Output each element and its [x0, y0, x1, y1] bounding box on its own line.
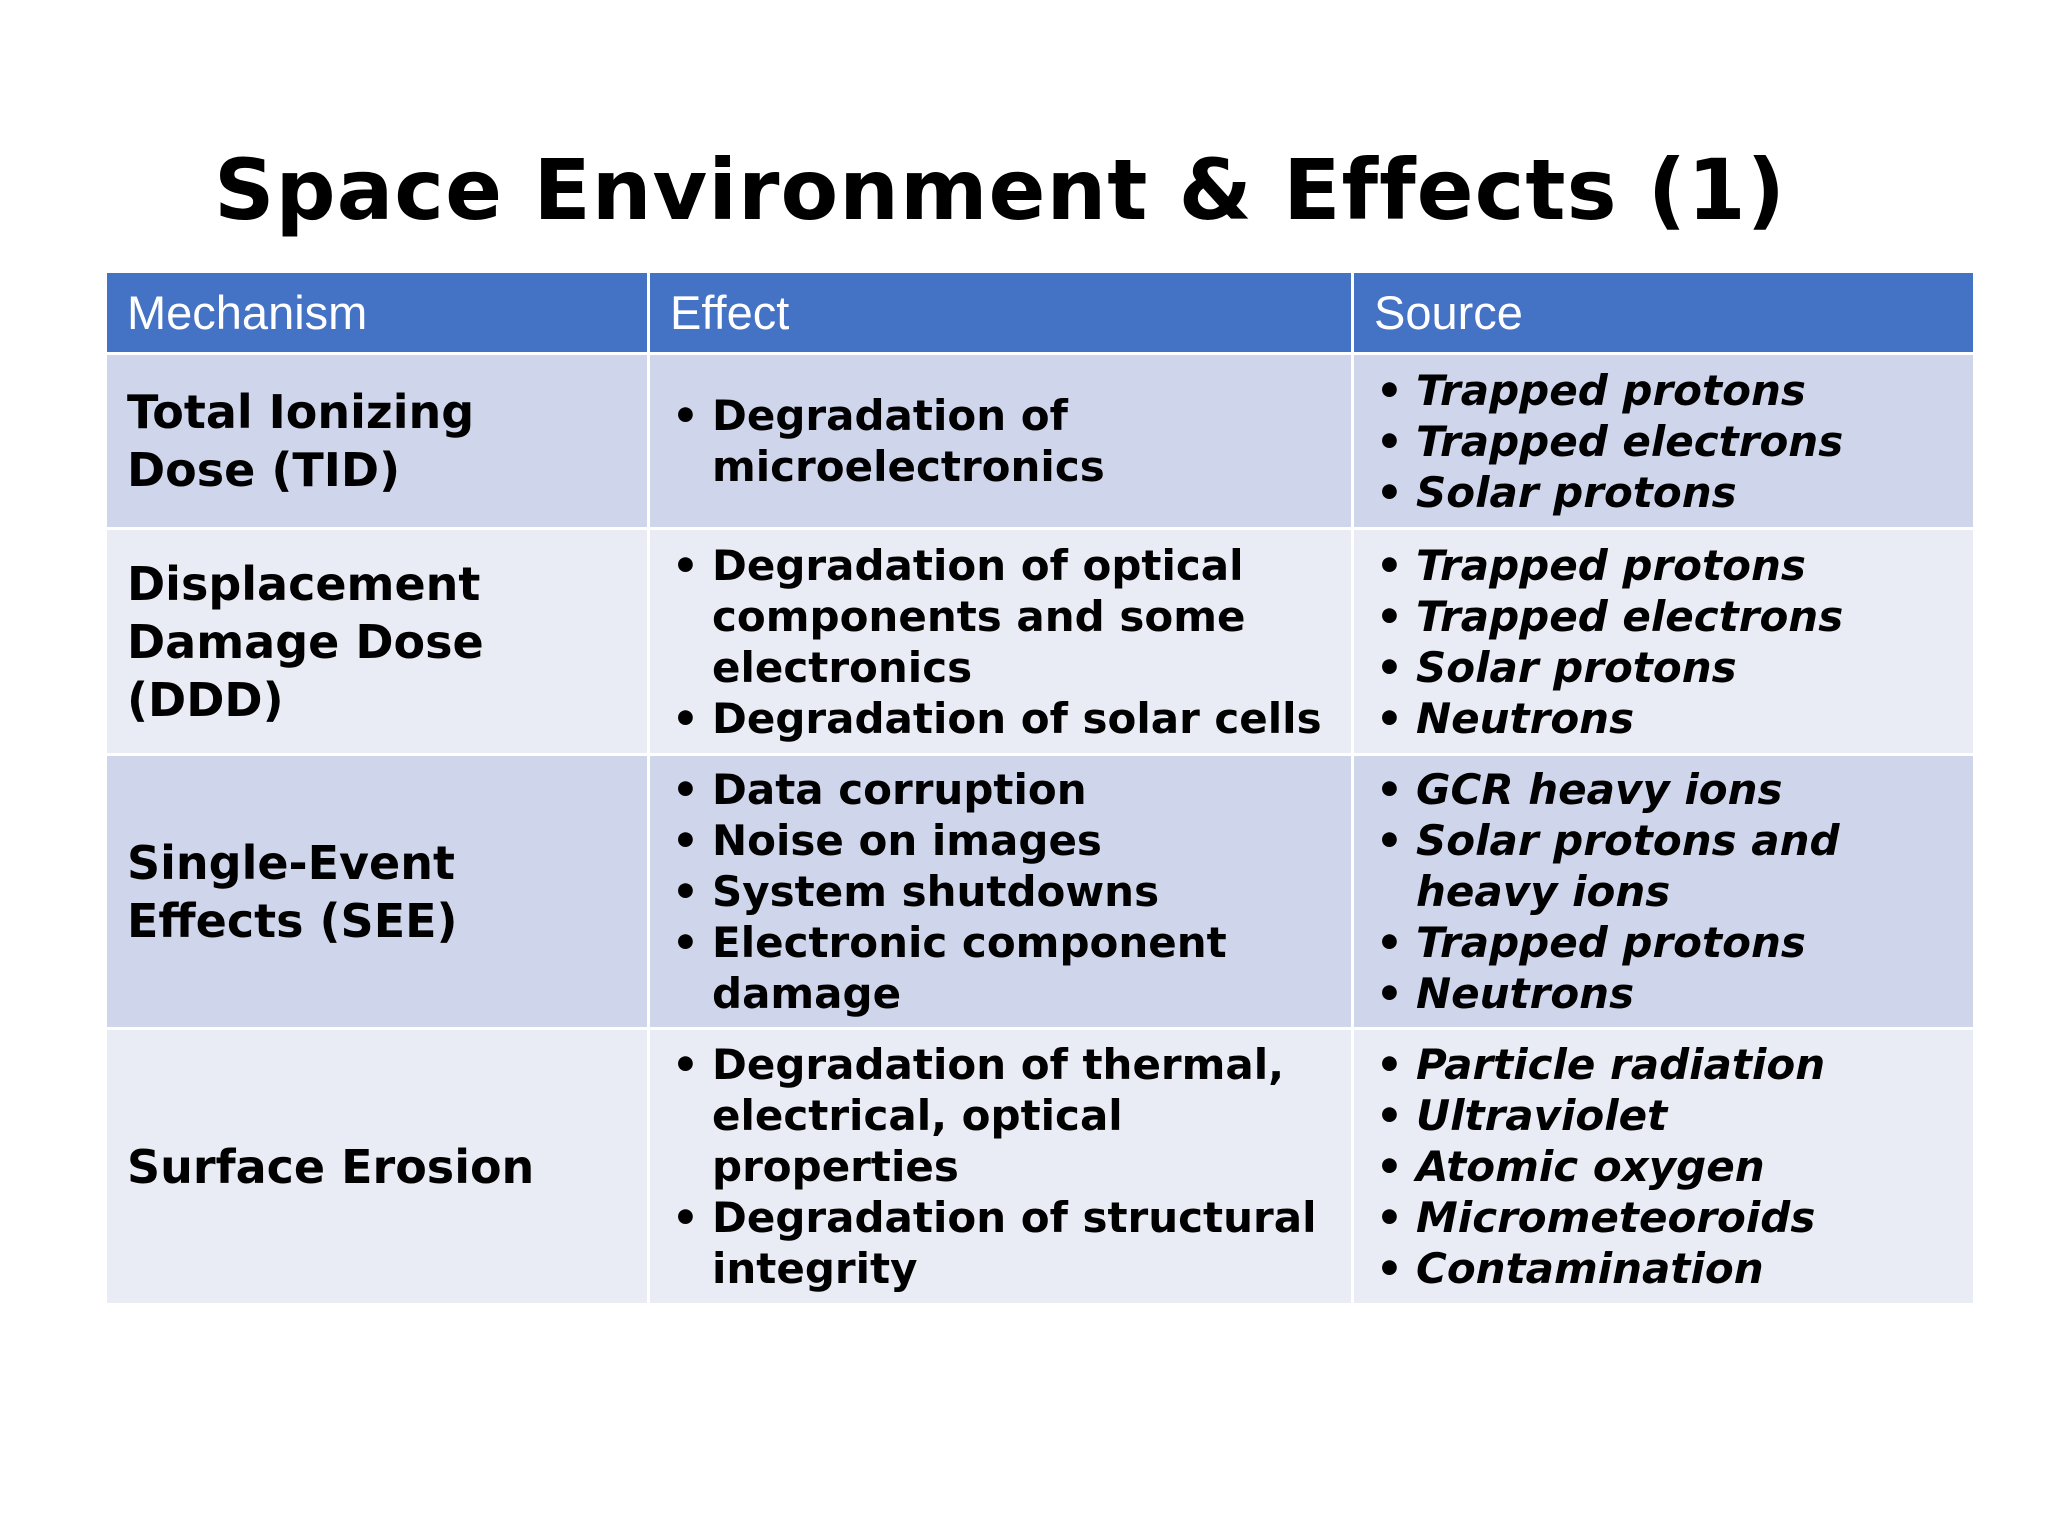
- source-list: Particle radiation Ultraviolet Atomic ox…: [1374, 1039, 1955, 1294]
- source-cell: GCR heavy ions Solar protons and heavy i…: [1351, 753, 1976, 1030]
- source-item: Contamination: [1374, 1243, 1955, 1294]
- source-item: Trapped protons: [1374, 365, 1955, 416]
- effect-item: Noise on images: [670, 815, 1333, 866]
- mechanism-label: Total Ionizing Dose (TID): [127, 385, 475, 497]
- effect-list: Degradation of thermal, electrical, opti…: [670, 1039, 1333, 1294]
- mechanism-cell: Displacement Damage Dose (DDD): [104, 527, 650, 756]
- table-row: Displacement Damage Dose (DDD) Degradati…: [104, 527, 1976, 756]
- effect-list: Data corruption Noise on images System s…: [670, 764, 1333, 1019]
- mechanism-cell: Surface Erosion: [104, 1027, 650, 1306]
- slide-title: Space Environment & Effects (1): [214, 141, 1787, 239]
- source-item: Trapped electrons: [1374, 591, 1955, 642]
- header-source: Source: [1351, 270, 1976, 355]
- source-item: Neutrons: [1374, 968, 1955, 1019]
- source-item: Particle radiation: [1374, 1039, 1955, 1090]
- source-item: Trapped protons: [1374, 540, 1955, 591]
- effect-item: Data corruption: [670, 764, 1333, 815]
- source-list: Trapped protons Trapped electrons Solar …: [1374, 540, 1955, 744]
- source-list: GCR heavy ions Solar protons and heavy i…: [1374, 764, 1955, 1019]
- effect-list: Degradation of optical components and so…: [670, 540, 1333, 744]
- effect-list: Degradation of microelectronics: [670, 390, 1333, 492]
- effect-item: Degradation of thermal, electrical, opti…: [670, 1039, 1333, 1192]
- source-item: Solar protons: [1374, 642, 1955, 693]
- table-header-row: Mechanism Effect Source: [104, 270, 1976, 355]
- source-cell: Trapped protons Trapped electrons Solar …: [1351, 352, 1976, 530]
- table-row: Surface Erosion Degradation of thermal, …: [104, 1027, 1976, 1306]
- mechanism-label: Single-Event Effects (SEE): [127, 835, 458, 948]
- effect-cell: Degradation of optical components and so…: [647, 527, 1354, 756]
- header-effect: Effect: [647, 270, 1354, 355]
- source-item: Trapped electrons: [1374, 416, 1955, 467]
- mechanism-cell: Single-Event Effects (SEE): [104, 753, 650, 1030]
- table-row: Single-Event Effects (SEE) Data corrupti…: [104, 753, 1976, 1030]
- source-item: Atomic oxygen: [1374, 1141, 1955, 1192]
- effect-item: System shutdowns: [670, 866, 1333, 917]
- source-item: Ultraviolet: [1374, 1090, 1955, 1141]
- source-item: Solar protons: [1374, 467, 1955, 518]
- source-item: Trapped protons: [1374, 917, 1955, 968]
- effect-item: Electronic component damage: [670, 917, 1333, 1019]
- source-item: Micrometeoroids: [1374, 1192, 1955, 1243]
- source-cell: Trapped protons Trapped electrons Solar …: [1351, 527, 1976, 756]
- effect-cell: Degradation of thermal, electrical, opti…: [647, 1027, 1354, 1306]
- source-list: Trapped protons Trapped electrons Solar …: [1374, 365, 1955, 518]
- effects-table: Mechanism Effect Source Total Ionizing D…: [104, 270, 1976, 1306]
- effect-item: Degradation of solar cells: [670, 693, 1333, 744]
- effect-cell: Degradation of microelectronics: [647, 352, 1354, 530]
- source-item: Solar protons and heavy ions: [1374, 815, 1955, 917]
- source-item: GCR heavy ions: [1374, 764, 1955, 815]
- header-mechanism: Mechanism: [104, 270, 650, 355]
- effect-item: Degradation of structural integrity: [670, 1192, 1333, 1294]
- effect-cell: Data corruption Noise on images System s…: [647, 753, 1354, 1030]
- mechanism-label: Displacement Damage Dose (DDD): [127, 556, 484, 727]
- effect-item: Degradation of microelectronics: [670, 390, 1105, 492]
- source-cell: Particle radiation Ultraviolet Atomic ox…: [1351, 1027, 1976, 1306]
- effect-item: Degradation of optical components and so…: [670, 540, 1333, 693]
- mechanism-label: Surface Erosion: [127, 1139, 535, 1194]
- mechanism-cell: Total Ionizing Dose (TID): [104, 352, 650, 530]
- source-item: Neutrons: [1374, 693, 1955, 744]
- table-row: Total Ionizing Dose (TID) Degradation of…: [104, 352, 1976, 530]
